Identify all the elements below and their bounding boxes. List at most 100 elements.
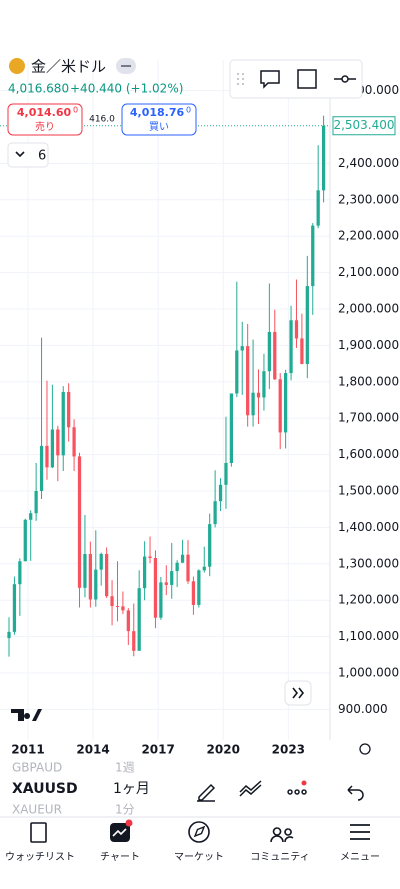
symbol-selected[interactable]: XAUUSD [12, 781, 78, 797]
more-button[interactable] [287, 789, 307, 795]
scroll-icon [292, 687, 305, 699]
interval-selected[interactable]: 1ヶ月 [113, 781, 150, 797]
sell-price: 4,014.60 [17, 106, 72, 119]
candle-body [121, 606, 125, 611]
candle-body [110, 596, 114, 607]
candle-body [191, 581, 196, 605]
candle-body [316, 190, 320, 226]
candle-body [180, 554, 185, 563]
x-tick-label: 2017 [141, 743, 174, 757]
nav-label[interactable]: メニュー [340, 852, 380, 863]
chart-badge [125, 819, 133, 827]
candle-body [39, 445, 44, 492]
symbol-option[interactable]: GBPAUD [12, 761, 62, 775]
candle-body [23, 519, 27, 562]
indicator-toggle[interactable] [7, 142, 49, 168]
candle-body [224, 462, 228, 485]
candle-body [105, 553, 109, 597]
candle-body [83, 553, 87, 588]
candle-body [262, 371, 266, 398]
candle-body [12, 584, 17, 632]
candle-body [67, 391, 71, 428]
rectangle-tool[interactable] [297, 69, 317, 89]
y-tick-label: 2,000.000 [338, 301, 399, 315]
candle-body [208, 524, 212, 567]
chart-icon-line [112, 828, 127, 837]
draw-tool-button[interactable] [197, 783, 216, 802]
indicator-button[interactable] [239, 780, 262, 797]
tv-logo [11, 709, 42, 721]
candle-body [170, 571, 174, 585]
spread: 416.0 [89, 115, 115, 125]
candle-body [240, 346, 244, 351]
candle-body [218, 484, 223, 502]
y-tick-label: 1,000.000 [338, 666, 399, 680]
y-tick-label: 2,400.000 [338, 156, 399, 170]
candle-body [278, 379, 282, 433]
candle-body [256, 392, 261, 398]
market-icon[interactable] [188, 821, 210, 843]
y-tick-label: 1,900.000 [338, 338, 399, 352]
y-tick-label: 1,500.000 [338, 484, 399, 498]
y-tick-label: 1,300.000 [338, 556, 399, 570]
x-tick-label: 2014 [76, 743, 109, 757]
candle-body [197, 570, 201, 605]
bottom-toolbar [0, 761, 400, 816]
nav-label[interactable]: コミュニティ [250, 852, 309, 863]
candle-body [175, 562, 179, 572]
sell-button[interactable] [7, 103, 83, 136]
menu-icon[interactable] [350, 824, 370, 840]
status-badge-dash [121, 65, 131, 67]
y-tick-label: 2,100.000 [338, 265, 399, 279]
nav-label[interactable]: チャート [100, 851, 140, 863]
candle-body [50, 429, 55, 468]
undo-button[interactable] [347, 785, 364, 801]
candle-body [251, 392, 255, 416]
chevron-icon [15, 151, 25, 158]
candle-body [213, 501, 217, 525]
buy-price-small: 0 [186, 106, 191, 115]
candle-body [229, 393, 234, 463]
comment-tool[interactable] [260, 70, 280, 89]
sell-label: 売り [35, 120, 55, 133]
compass-needle [193, 825, 206, 838]
more-badge [301, 780, 307, 786]
symbol-icon [9, 58, 25, 74]
y-tick-label: 1,100.000 [338, 629, 399, 643]
drag-handle[interactable] [237, 73, 244, 85]
nav-label[interactable]: マーケット [174, 851, 224, 863]
candle-body [115, 606, 120, 608]
candle-body [289, 320, 293, 374]
candle-body [7, 631, 11, 639]
indicator-count: 6 [38, 149, 46, 164]
symbol-option[interactable]: XAUEUR [12, 803, 62, 817]
nav-label[interactable]: ウォッチリスト [5, 851, 75, 863]
candle-body [294, 320, 299, 339]
community-icon[interactable] [270, 827, 294, 843]
candle-body [142, 556, 147, 589]
candle-body [311, 225, 315, 287]
candle-body [88, 553, 92, 600]
candle-body [186, 554, 190, 582]
watchlist-icon[interactable] [30, 822, 47, 843]
interval-option[interactable]: 1分 [115, 803, 135, 817]
y-tick-label: 1,400.000 [338, 520, 399, 534]
buy-button[interactable] [121, 103, 197, 136]
last-price-label: 2,503.400 [333, 118, 394, 132]
candle-body [99, 553, 103, 570]
candle-body [132, 631, 136, 651]
interval-option[interactable]: 1週 [115, 761, 135, 775]
line-tool-handle [341, 75, 349, 83]
symbol-name[interactable]: 金／米ドル [31, 58, 106, 76]
candle-body [137, 588, 141, 651]
candle-body [18, 561, 22, 585]
candle-body [305, 286, 309, 364]
settings-icon[interactable] [359, 743, 371, 755]
x-tick-label: 2020 [207, 743, 240, 757]
candle-body [34, 491, 38, 514]
candle-body [29, 513, 33, 520]
candle-body [45, 445, 49, 468]
candle-body [321, 125, 326, 191]
